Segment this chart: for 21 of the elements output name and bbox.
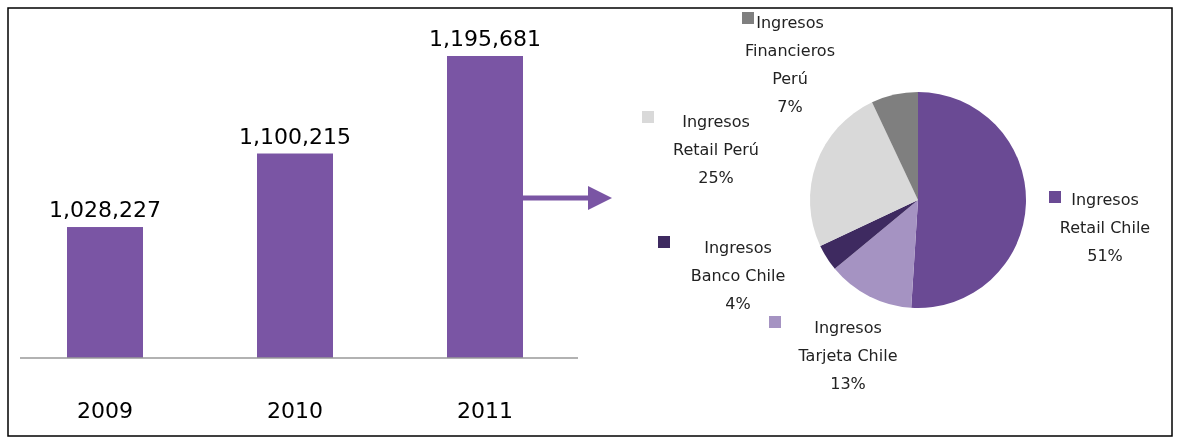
data-label: 4% xyxy=(725,294,751,313)
x-tick-label: 2011 xyxy=(457,398,513,423)
data-label: 7% xyxy=(777,97,803,116)
pie-slice xyxy=(834,200,918,308)
pie-slice xyxy=(810,102,918,246)
x-tick-label: 2010 xyxy=(267,398,323,423)
data-label: 25% xyxy=(698,168,734,187)
data-label: 51% xyxy=(1087,246,1123,265)
data-label: 1,100,215 xyxy=(239,123,351,149)
data-label: 1,195,681 xyxy=(429,26,541,51)
data-label: 13% xyxy=(830,374,866,393)
x-tick-label: 2009 xyxy=(77,398,133,423)
pie-slice xyxy=(911,92,1026,308)
legend-label: Ingresos Tarjeta Chile xyxy=(797,318,898,365)
data-label: 1,028,227 xyxy=(49,197,161,223)
pie-slice xyxy=(820,200,918,269)
pie-slice xyxy=(872,92,918,200)
legend-label: Ingresos Retail Perú xyxy=(673,112,759,159)
legend-label: Ingresos Banco Chile xyxy=(690,238,786,285)
legend-label: Ingresos Financieros Perú xyxy=(744,13,836,88)
legend-label: Ingresos Retail Chile xyxy=(1059,190,1151,237)
